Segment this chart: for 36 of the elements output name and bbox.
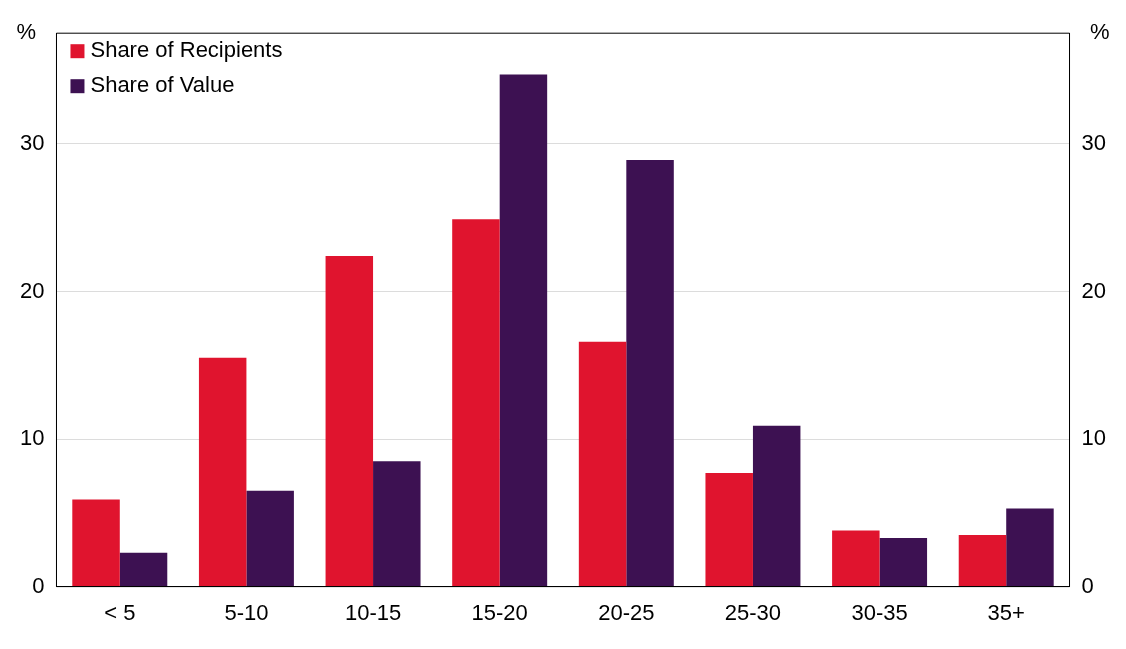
- x-tick-label: 30-35: [851, 599, 908, 625]
- y2-tick-label: 10: [1081, 425, 1107, 451]
- x-tick-label: 20-25: [598, 599, 655, 625]
- bar: [705, 472, 753, 587]
- bar: [752, 425, 801, 587]
- bar: [325, 256, 374, 587]
- bar: [626, 160, 674, 587]
- y-tick-label: 20: [19, 277, 45, 303]
- bar: [578, 341, 627, 587]
- y-tick-label: 0: [32, 572, 45, 598]
- bar: [452, 219, 500, 587]
- x-tick-label: < 5: [104, 599, 136, 625]
- bar: [198, 357, 247, 587]
- y2-tick-label: 0: [1081, 572, 1094, 598]
- y2-tick-label: 30: [1081, 129, 1107, 155]
- bar: [373, 461, 421, 587]
- bar: [879, 537, 928, 587]
- y2-axis-title: %: [1089, 19, 1110, 45]
- bar: [832, 530, 880, 587]
- legend-label: Share of Recipients: [90, 37, 283, 63]
- bar: [119, 552, 168, 587]
- bar: [72, 499, 120, 587]
- bar: [499, 74, 548, 587]
- y2-tick-label: 20: [1081, 277, 1107, 303]
- x-tick-label: 25-30: [724, 599, 782, 625]
- bar: [246, 490, 294, 587]
- bar: [958, 534, 1007, 587]
- x-tick-label: 15-20: [471, 599, 528, 625]
- x-tick-label: 5-10: [224, 599, 269, 625]
- y-tick-label: 30: [19, 129, 45, 155]
- x-tick-label: 10-15: [344, 599, 402, 625]
- y-tick-label: 10: [19, 425, 45, 451]
- legend-label: Share of Value: [90, 72, 235, 98]
- y-axis-title: %: [16, 19, 37, 45]
- bar: [1006, 508, 1054, 587]
- x-tick-label: 35+: [987, 599, 1025, 625]
